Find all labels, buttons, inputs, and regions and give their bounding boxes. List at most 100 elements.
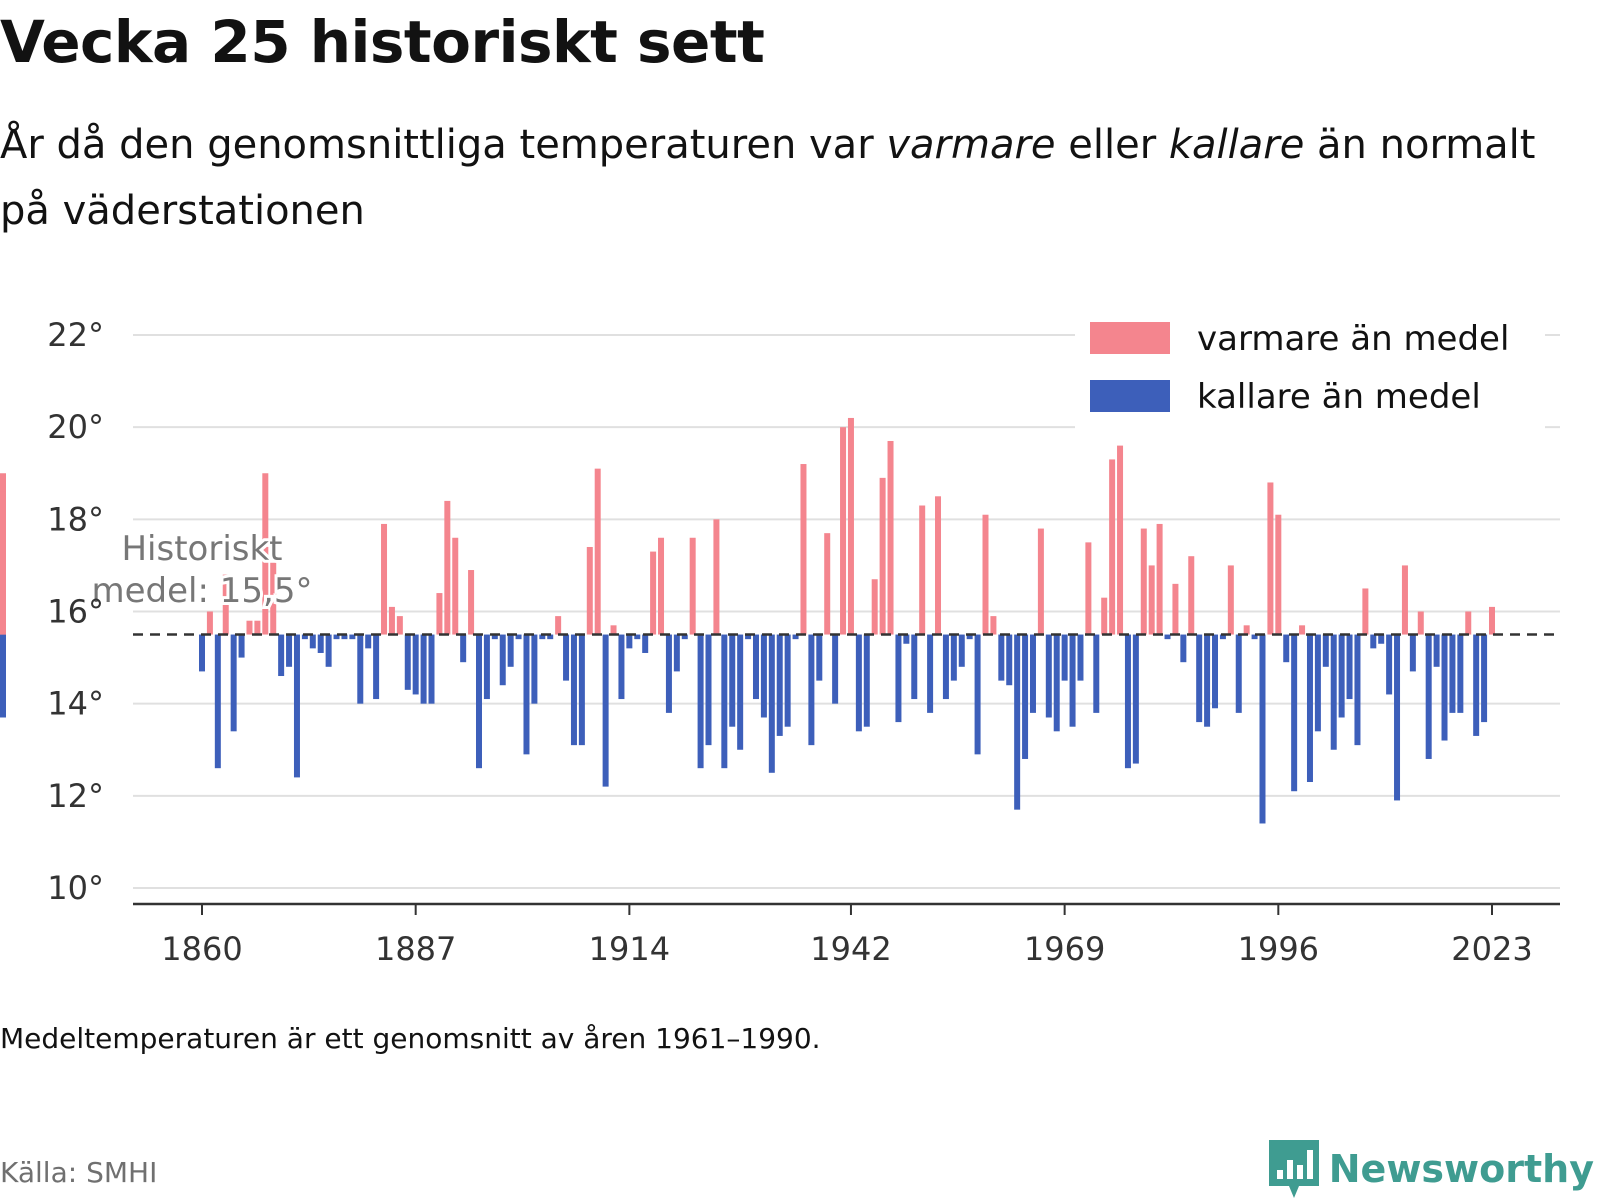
bar-cold [1212, 634, 1219, 709]
bar-cold [570, 634, 577, 746]
bar-warm [381, 523, 388, 635]
bar-warm [1188, 556, 1195, 635]
bar-cold [1433, 634, 1440, 667]
bar-warm [879, 477, 886, 635]
bar-cold [317, 634, 324, 653]
bar-warm [1401, 565, 1408, 635]
bar-warm [254, 620, 261, 635]
bar-cold [737, 634, 744, 750]
bar-cold [1314, 634, 1321, 732]
bar-cold [1441, 634, 1448, 741]
mean-label-line: Historiskt [121, 529, 282, 569]
bar-cold [642, 634, 649, 653]
bar-warm [847, 417, 854, 635]
bar-cold [365, 634, 372, 649]
bar-cold [286, 634, 293, 667]
bar-cold [1180, 634, 1187, 663]
bar-warm [1085, 542, 1092, 635]
bar-cold [1045, 634, 1052, 718]
bar-cold [1291, 634, 1298, 792]
bar-cold [238, 634, 245, 658]
bar-cold [1481, 634, 1488, 723]
bar-warm [468, 570, 475, 635]
bar-cold [1409, 634, 1416, 672]
bar-cold [1006, 634, 1013, 686]
bar-warm [887, 440, 894, 635]
bar-warm [270, 560, 277, 635]
brand-name: Newsworthy [1328, 1147, 1594, 1191]
x-axis: 1860 1887 1914 1942 1969 1996 2023 [133, 902, 1560, 968]
bar-warm [444, 500, 451, 635]
bar-cold [721, 634, 728, 769]
bar-cold [539, 634, 546, 640]
bar-warm [586, 546, 593, 635]
bar-warm [1267, 482, 1274, 635]
bar-cold [808, 634, 815, 746]
bar-cold [1306, 634, 1313, 783]
subtitle-part-3: än normalt på väderstationen [0, 122, 1536, 234]
bar-cold [1235, 634, 1242, 713]
x-tick-label: 1914 [589, 930, 670, 968]
subtitle-part-1: År då den genomsnittliga temperaturen va… [0, 122, 887, 168]
chart-title: Vecka 25 historiskt sett [0, 8, 765, 76]
bar-cold [760, 634, 767, 718]
bar-cold [475, 634, 482, 769]
bar-cold [863, 634, 870, 727]
legend-label: kallare än medel [1197, 377, 1481, 417]
bar-warm [1465, 611, 1472, 635]
y-tick-label: 16° [47, 593, 104, 631]
bar-warm [206, 611, 213, 635]
bar-cold [1338, 634, 1345, 718]
bar-cold [278, 634, 285, 677]
bar-cold [1346, 634, 1353, 700]
bar-cold [1330, 634, 1337, 750]
bar-cold [1029, 634, 1036, 713]
subtitle-warm-word: varmare [886, 122, 1056, 168]
bar-warm [1417, 611, 1424, 635]
bar-warm [1362, 588, 1369, 635]
source-label: Källa: SMHI [0, 1156, 158, 1189]
bar-cold [1322, 634, 1329, 667]
bar-cold [1370, 634, 1377, 649]
bar-cold [1425, 634, 1432, 759]
bar-cold [784, 634, 791, 727]
bar-cold [1219, 634, 1226, 640]
brand-logo[interactable]: Newsworthy [1268, 1138, 1594, 1200]
bar-cold [412, 634, 419, 695]
bar-warm [436, 593, 443, 635]
bar-cold [1386, 634, 1393, 695]
mean-label-line: medel: 15,5° [92, 571, 313, 611]
bar-warm [1117, 445, 1124, 635]
bar-cold [1061, 634, 1068, 681]
bar-cold [325, 634, 332, 667]
bar-cold [1132, 634, 1139, 764]
bar-cold [230, 634, 237, 732]
chart-subtitle: År då den genomsnittliga temperaturen va… [0, 112, 1560, 244]
bar-warm [0, 491, 6, 635]
bar-warm [1243, 625, 1250, 635]
bar-cold [832, 634, 839, 704]
bar-cold [531, 634, 538, 704]
bar-warm [1489, 606, 1495, 635]
bar-cold [927, 634, 934, 713]
bar-cold [460, 634, 467, 663]
bar-cold [705, 634, 712, 746]
legend-swatch-cold [1090, 380, 1170, 412]
bar-cold [1354, 634, 1361, 746]
bar-cold [357, 634, 364, 704]
y-tick-label: 20° [47, 408, 104, 446]
bar-warm [1101, 597, 1108, 635]
legend-label: varmare än medel [1197, 319, 1509, 359]
x-tick-label: 2023 [1451, 930, 1532, 968]
bar-cold [1394, 634, 1401, 801]
bar-cold [349, 634, 356, 640]
bar-cold [1124, 634, 1131, 769]
bar-warm [871, 579, 878, 635]
bar-cold [1283, 634, 1290, 663]
bar-cold [404, 634, 411, 690]
bar-cold [634, 634, 641, 640]
bar-warm [246, 620, 253, 635]
bar-cold [420, 634, 427, 704]
